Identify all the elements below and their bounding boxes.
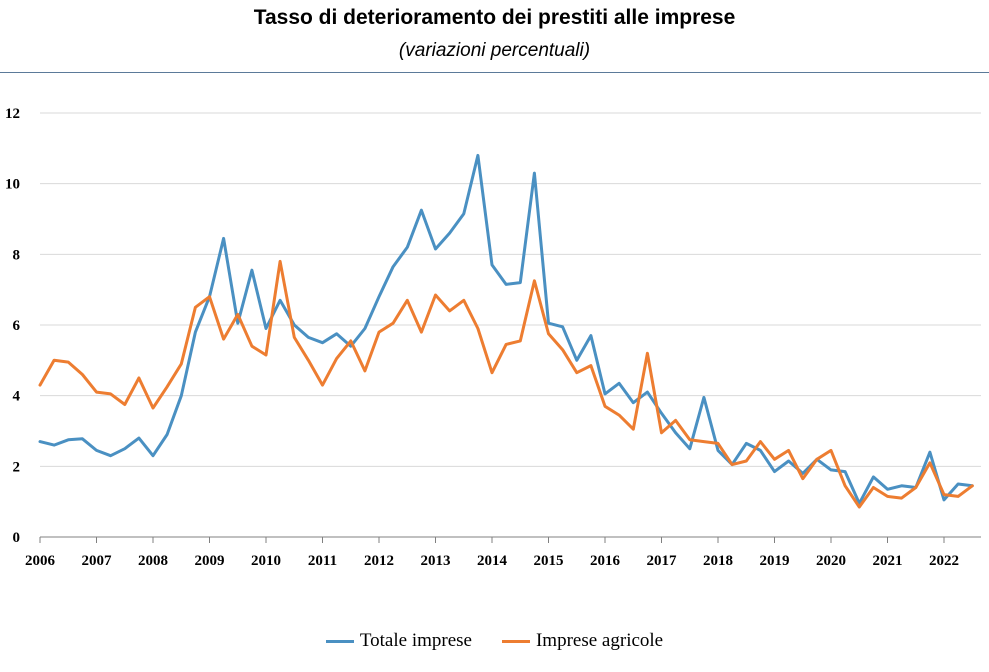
legend-swatch-agricole: [501, 639, 530, 643]
chart-title: Tasso di deterioramento dei prestiti all…: [253, 6, 736, 29]
x-tick-label: 2020: [816, 553, 846, 569]
y-tick-label: 4: [13, 389, 21, 405]
axes: [39, 536, 981, 543]
series-lines: [38, 153, 974, 509]
legend-label-totale: Totale imprese: [359, 630, 472, 651]
x-tick-label: 2017: [647, 553, 678, 569]
tick-labels: 0 2 4 6 8 10 12 2006 2007 2008 2009 2010 2011 2012 201…: [5, 106, 959, 569]
series-line-imprese-agricole: [38, 259, 974, 509]
title-divider: [0, 72, 989, 73]
x-tick-label: 2012: [364, 553, 394, 569]
legend-item-agricole: Imprese agricole: [501, 630, 664, 652]
chart-subtitle: (variazioni percentuali): [398, 40, 591, 61]
x-tick-label: 2022: [929, 553, 959, 569]
y-tick-label: 2: [13, 459, 21, 475]
y-tick-label: 12: [5, 106, 20, 122]
legend-item-totale: Totale imprese: [325, 630, 472, 652]
y-tick-label: 6: [13, 318, 21, 334]
legend-label-agricole: Imprese agricole: [535, 630, 664, 651]
y-tick-label: 10: [5, 177, 20, 193]
x-tick-label: 2011: [308, 553, 337, 569]
legend-swatch-totale: [325, 639, 354, 643]
x-tick-label: 2021: [873, 553, 903, 569]
x-tick-label: 2009: [195, 553, 225, 569]
x-tick-label: 2007: [82, 553, 113, 569]
x-tick-label: 2010: [251, 553, 281, 569]
x-tick-label: 2014: [477, 553, 508, 569]
y-tick-label: 0: [13, 530, 21, 546]
x-tick-label: 2013: [421, 553, 451, 569]
y-tick-label: 8: [13, 247, 21, 263]
x-tick-label: 2015: [534, 553, 564, 569]
gridlines: [40, 112, 981, 467]
x-tick-label: 2008: [138, 553, 168, 569]
x-tick-label: 2019: [760, 553, 790, 569]
x-tick-label: 2018: [703, 553, 733, 569]
legend: Totale imprese Imprese agricole: [0, 630, 989, 652]
x-tick-label: 2016: [590, 553, 621, 569]
x-tick-label: 2006: [25, 553, 56, 569]
